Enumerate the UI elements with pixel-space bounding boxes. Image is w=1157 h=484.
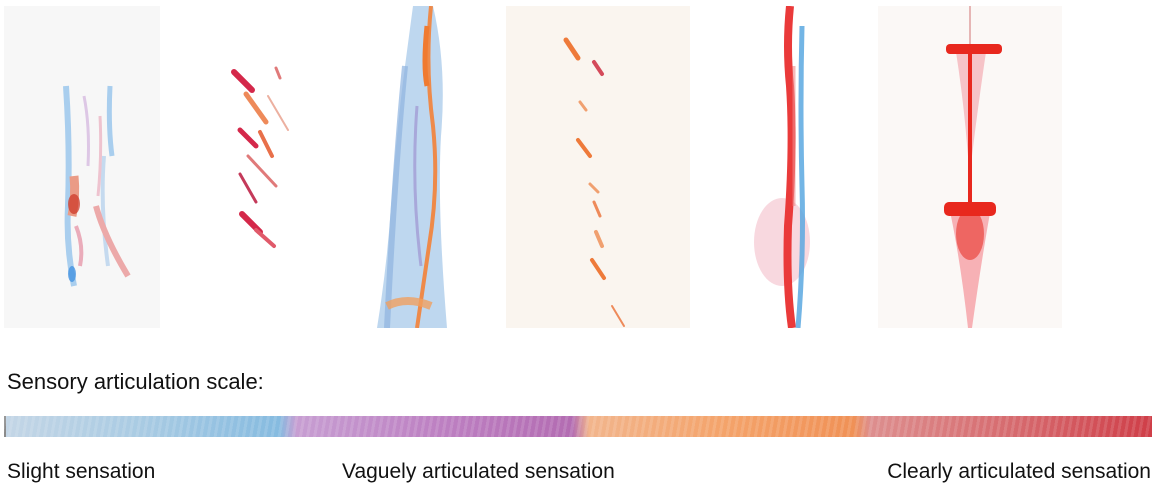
drawing-articulated-vertical-lines [748,6,838,328]
scale-label-slight: Slight sensation [7,460,156,483]
scale-title: Sensory articulation scale: [7,369,264,394]
scale-label-vague: Vaguely articulated sensation [342,460,615,483]
sensory-scale-gradient-bar [4,416,1152,437]
drawing-vague-red-strokes [196,6,314,328]
drawing-vague-blue-column [377,6,455,328]
drawing-slight-sensation [4,6,160,328]
drawing-vague-orange-marks [506,6,690,328]
drawing-clearly-articulated [878,6,1062,328]
scale-label-clear: Clearly articulated sensation [887,460,1151,483]
